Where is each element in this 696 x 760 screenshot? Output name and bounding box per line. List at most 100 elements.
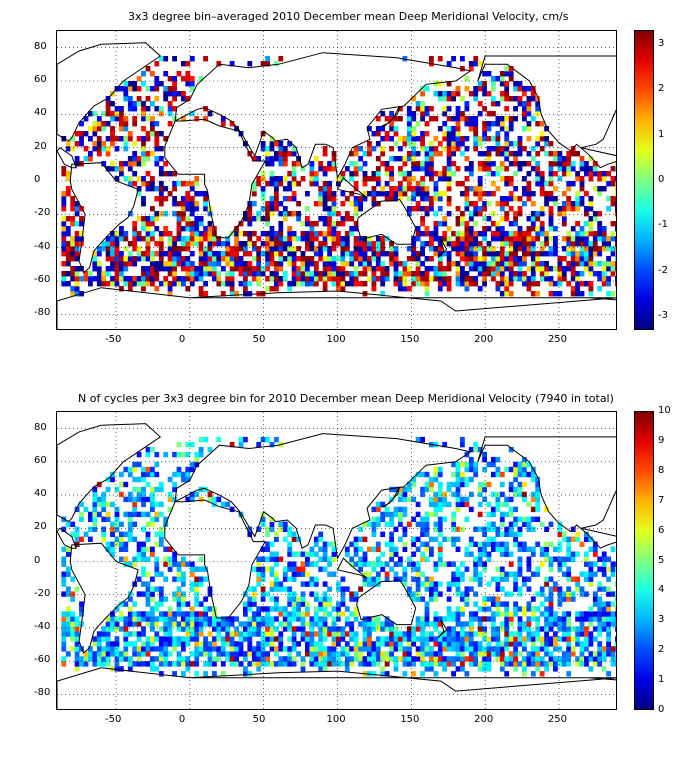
bin-cell: [167, 561, 173, 567]
bin-cell: [251, 216, 257, 222]
bin-cell: [362, 626, 368, 632]
bin-cell: [535, 261, 541, 267]
bin-cell: [123, 481, 129, 488]
bin-cell: [402, 191, 408, 197]
bin-cell: [442, 111, 448, 117]
bin-cell: [194, 116, 200, 122]
bin-cell: [331, 571, 337, 577]
bin-cell: [491, 471, 496, 478]
bin-cell: [88, 646, 93, 652]
bin-cell: [344, 166, 350, 172]
bin-cell: [141, 566, 146, 572]
bin-cell: [455, 221, 461, 227]
bin-cell: [455, 481, 461, 488]
bin-cell: [96, 631, 102, 637]
bin-cell: [522, 91, 527, 97]
bin-cell: [358, 196, 363, 202]
bin-cell: [393, 511, 399, 518]
bin-cell: [220, 651, 226, 657]
bin-cell: [561, 621, 567, 627]
bin-cell: [411, 251, 417, 257]
bin-cell: [499, 126, 505, 132]
bin-cell: [495, 581, 501, 587]
bin-cell: [522, 461, 527, 468]
bin-cell: [353, 241, 359, 247]
bin-cell: [92, 636, 98, 642]
bin-cell: [615, 606, 616, 612]
bin-cell: [61, 646, 67, 652]
bin-cell: [327, 166, 332, 172]
bin-cell: [274, 231, 279, 237]
bin-cell: [375, 516, 381, 522]
bin-cell: [411, 626, 417, 632]
bin-cell: [322, 151, 328, 157]
bin-cell: [482, 121, 487, 127]
bin-cell: [371, 526, 377, 532]
cycle-count-panel-title: N of cycles per 3x3 degree bin for 2010 …: [78, 392, 614, 405]
bin-cell: [136, 511, 142, 518]
bin-cell: [176, 566, 182, 572]
velocity-colorbar: [634, 30, 654, 330]
bin-cell: [70, 626, 76, 632]
bin-cell: [322, 266, 328, 272]
bin-cell: [566, 266, 572, 272]
bin-cell: [548, 641, 554, 647]
bin-cell: [269, 286, 275, 292]
bin-cell: [132, 81, 138, 87]
bin-cell: [495, 656, 501, 662]
bin-cell: [278, 246, 284, 252]
bin-cell: [282, 211, 288, 217]
bin-cell: [415, 581, 421, 587]
bin-cell: [584, 236, 589, 242]
bin-cell: [185, 641, 191, 647]
bin-cell: [353, 221, 359, 227]
bin-cell: [216, 616, 222, 622]
bin-cell: [194, 181, 200, 187]
bin-cell: [446, 156, 452, 162]
bin-cell: [256, 216, 262, 222]
bin-cell: [234, 291, 239, 297]
bin-cell: [389, 196, 394, 202]
bin-cell: [265, 231, 270, 237]
bin-cell: [61, 556, 67, 562]
bin-cell: [504, 606, 510, 612]
bin-cell: [433, 506, 439, 513]
bin-cell: [105, 626, 111, 632]
bin-cell: [557, 636, 563, 642]
bin-cell: [291, 551, 297, 557]
bin-cell: [243, 601, 248, 607]
bin-cell: [553, 151, 558, 157]
bin-cell: [110, 236, 115, 242]
bin-cell: [437, 151, 443, 157]
bin-cell: [468, 266, 474, 272]
bin-cell: [588, 291, 594, 297]
bin-cell: [451, 541, 456, 547]
bin-cell: [393, 551, 399, 557]
bin-cell: [584, 171, 589, 177]
bin-cell: [491, 181, 496, 187]
bin-cell: [274, 576, 279, 582]
bin-cell: [194, 231, 200, 237]
bin-cell: [336, 586, 341, 592]
bin-cell: [446, 656, 452, 662]
bin-cell: [269, 176, 275, 182]
bin-cell: [380, 111, 386, 117]
bin-cell: [473, 661, 479, 667]
bin-cell: [420, 581, 425, 587]
bin-cell: [517, 86, 523, 92]
bin-cell: [615, 596, 616, 602]
bin-cell: [575, 611, 580, 617]
bin-cell: [411, 596, 417, 602]
bin-cell: [446, 61, 452, 67]
bin-cell: [353, 151, 359, 157]
bin-cell: [349, 276, 355, 282]
bin-cell: [504, 541, 510, 547]
bin-cell: [601, 621, 607, 627]
bin-cell: [513, 196, 518, 202]
bin-cell: [575, 631, 580, 637]
bin-cell: [420, 621, 425, 627]
bin-cell: [429, 631, 434, 637]
bin-cell: [499, 471, 505, 478]
bin-cell: [566, 206, 572, 212]
bin-cell: [442, 121, 448, 127]
